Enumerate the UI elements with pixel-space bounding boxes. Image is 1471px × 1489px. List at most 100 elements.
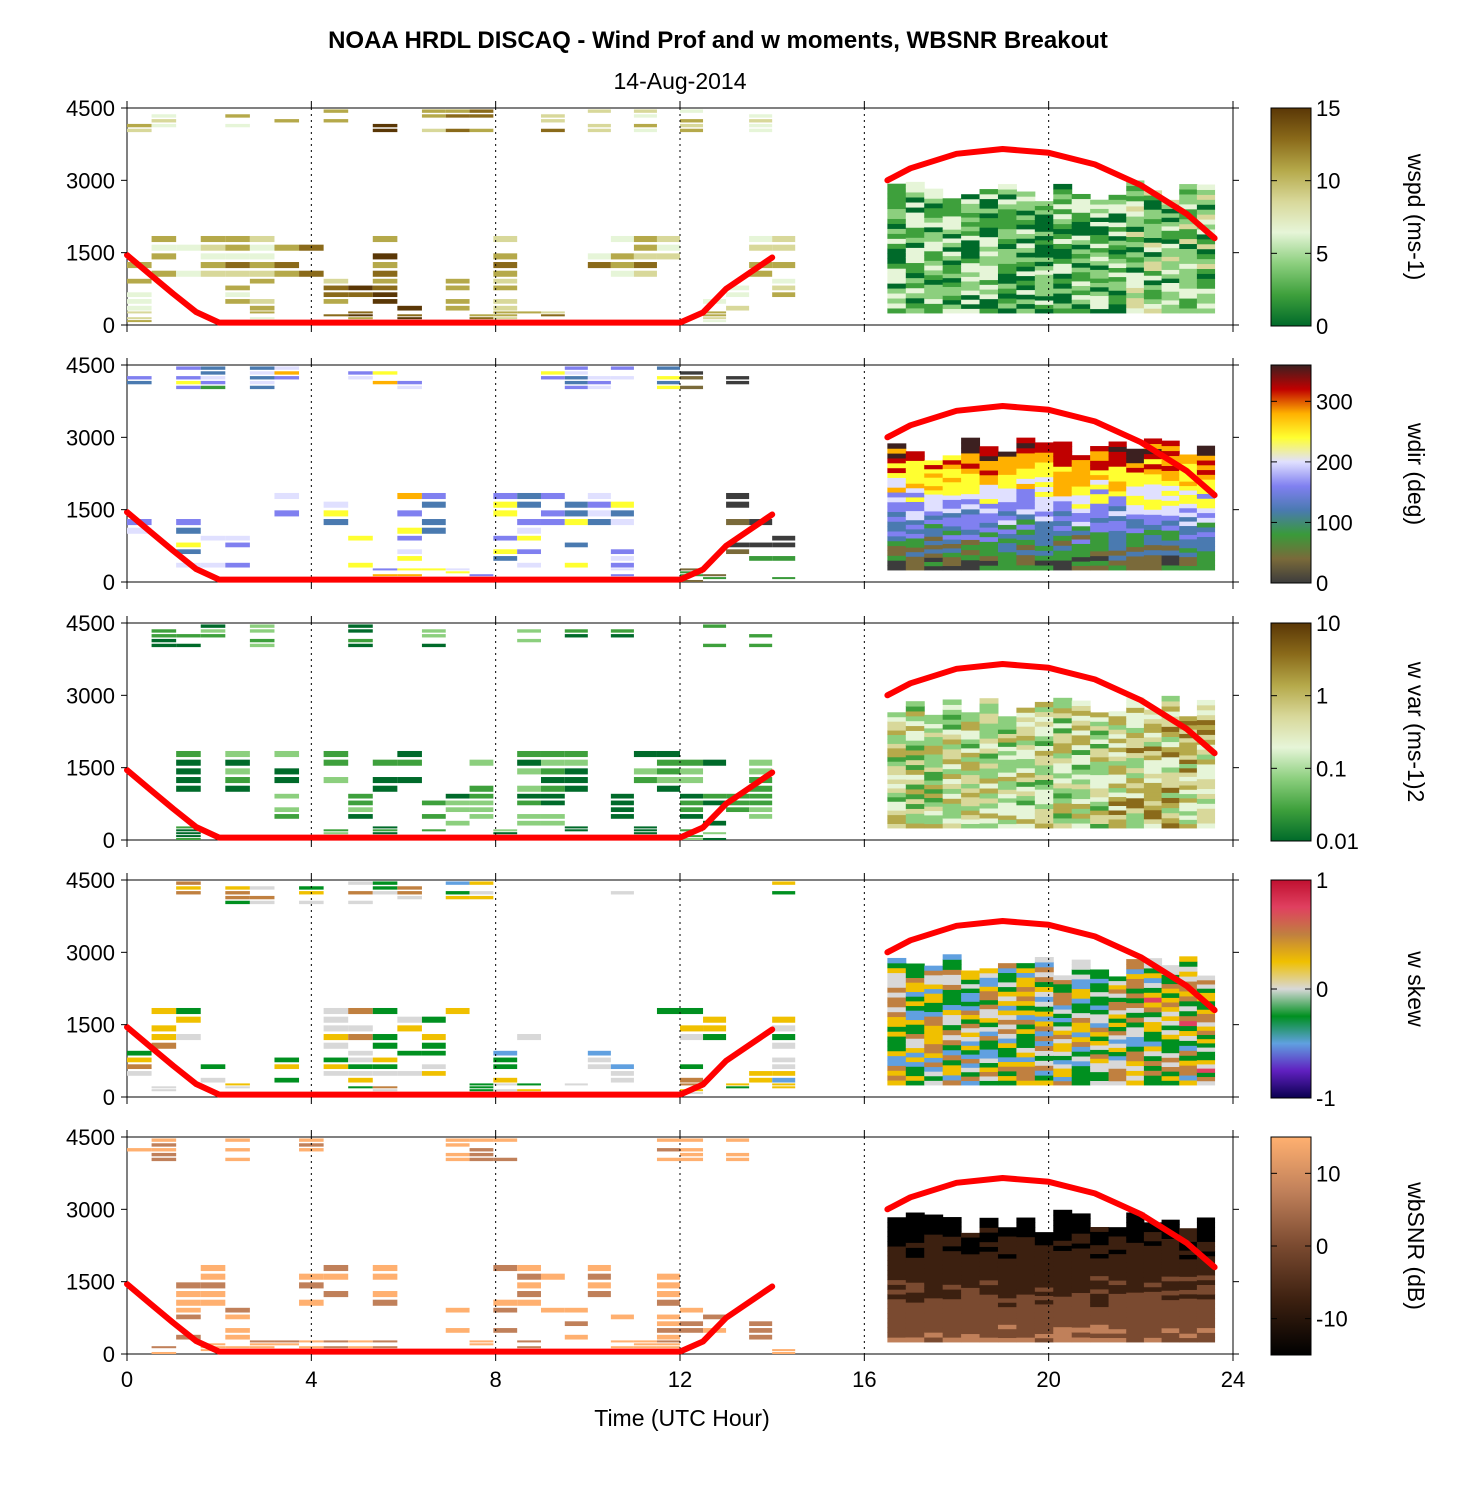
colorbar (1270, 364, 1312, 584)
heat-cell (1034, 530, 1054, 537)
heat-cell (1126, 302, 1145, 309)
boundary-layer-line (124, 252, 776, 326)
heat-cell (887, 796, 907, 802)
heat-cell (961, 267, 981, 273)
heat-cell (445, 891, 470, 895)
heat-cell (979, 990, 999, 996)
heat-cell (1196, 1313, 1216, 1319)
heat-cell (564, 501, 588, 508)
heat-cell (961, 1287, 981, 1293)
heat-cell (540, 1307, 565, 1313)
heat-cell (1071, 1317, 1091, 1323)
heat-cell (942, 1313, 962, 1319)
heat-cell (1161, 731, 1180, 738)
heat-cell (979, 1318, 999, 1324)
heat-cell (1034, 560, 1054, 566)
heat-cell (1034, 971, 1054, 978)
heat-cell (1196, 1322, 1216, 1329)
heat-cell (905, 277, 925, 284)
heat-cell (1143, 1337, 1163, 1343)
heat-cell (942, 709, 962, 715)
heat-cell (1090, 1244, 1110, 1250)
heat-cell (887, 183, 907, 190)
heat-cell (1161, 286, 1180, 292)
heat-cell (997, 750, 1017, 756)
heat-cell (961, 734, 981, 740)
heat-cell (348, 1071, 373, 1076)
heat-cell (726, 492, 750, 500)
heat-cell (905, 774, 925, 780)
heat-cell (1016, 228, 1036, 235)
heat-cell (1143, 275, 1163, 281)
heat-cell (587, 1291, 611, 1298)
heat-cell (997, 1328, 1017, 1334)
heat-cell (1071, 543, 1091, 549)
heat-cell (997, 967, 1017, 974)
heat-cell (151, 1034, 177, 1041)
heat-cell (1090, 1266, 1110, 1272)
heat-cell (1143, 549, 1163, 556)
heat-cell (299, 270, 324, 277)
heat-cell (1108, 1064, 1127, 1069)
heat-cell (348, 317, 373, 320)
heat-cell (127, 320, 152, 323)
heat-cell (997, 213, 1017, 220)
heat-cell (1143, 1050, 1163, 1057)
heat-cell (961, 1320, 981, 1326)
heat-cell (1179, 278, 1198, 284)
heat-cell (979, 279, 999, 285)
heat-cell (1143, 814, 1163, 820)
heat-cell (749, 119, 773, 123)
heat-cell (372, 1291, 398, 1298)
heat-cell (961, 1270, 981, 1276)
heat-cell (249, 371, 275, 375)
heat-cell (942, 959, 962, 965)
heat-cell (1053, 1209, 1073, 1216)
heat-cell (1053, 198, 1073, 205)
heat-cell (1108, 281, 1127, 287)
heat-cell (1034, 269, 1054, 275)
heat-cell (1126, 1252, 1145, 1258)
heat-cell (924, 532, 944, 537)
heat-cell (1053, 307, 1073, 314)
heat-cell (680, 777, 704, 784)
colorbar-tick-label: 0 (1316, 314, 1328, 339)
heat-cell (1196, 1217, 1216, 1223)
heat-cell (656, 1328, 680, 1333)
heat-cell (1090, 1319, 1110, 1325)
heat-cell (323, 1273, 349, 1280)
heat-cell (249, 1346, 275, 1349)
heat-cell (1034, 555, 1054, 561)
heat-cell (656, 1138, 680, 1142)
heat-cell (997, 524, 1017, 530)
heat-cell (1016, 1005, 1036, 1011)
heat-cell (1016, 809, 1036, 815)
heat-cell (905, 292, 925, 299)
heat-cell (979, 212, 999, 219)
x-tick-label: 8 (490, 1367, 502, 1392)
heat-cell (445, 1007, 470, 1015)
heat-cell (1108, 993, 1127, 998)
heat-cell (1071, 294, 1091, 300)
heat-cell (1161, 1057, 1180, 1063)
heat-cell (397, 317, 422, 320)
heat-cell (176, 750, 201, 758)
heat-cell (1143, 1026, 1163, 1032)
heat-cell (979, 555, 999, 561)
heat-cell (323, 501, 349, 508)
heat-cell (151, 253, 177, 260)
heat-cell (469, 785, 494, 792)
heat-cell (1143, 289, 1163, 295)
heat-cell (1090, 243, 1110, 249)
heat-cell (1090, 1297, 1110, 1303)
heat-cell (1071, 221, 1091, 227)
heat-cell (493, 492, 518, 500)
heat-cell (1161, 1034, 1180, 1040)
heat-cell (1108, 451, 1127, 457)
heat-cell (961, 249, 981, 255)
heat-cell (942, 984, 962, 990)
heat-cell (323, 1007, 349, 1015)
heat-cell (961, 1001, 981, 1007)
heat-cell (942, 233, 962, 239)
heat-cell (997, 1066, 1017, 1072)
